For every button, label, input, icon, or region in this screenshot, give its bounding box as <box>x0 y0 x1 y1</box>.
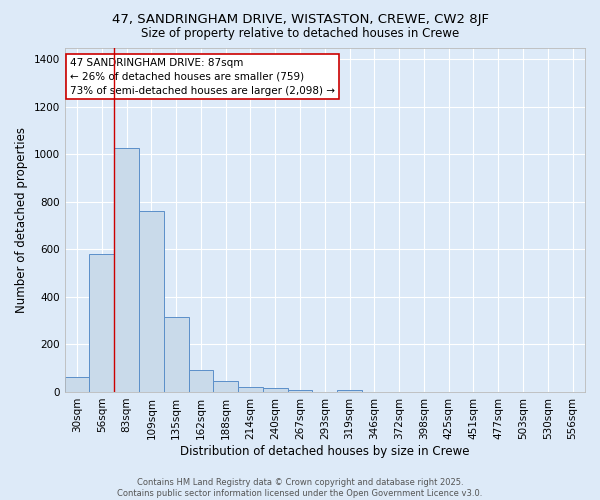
Bar <box>114 148 139 392</box>
Bar <box>337 390 362 392</box>
Bar <box>89 254 114 392</box>
Bar <box>263 388 287 392</box>
X-axis label: Distribution of detached houses by size in Crewe: Distribution of detached houses by size … <box>180 444 470 458</box>
Bar <box>214 382 238 392</box>
Text: Size of property relative to detached houses in Crewe: Size of property relative to detached ho… <box>141 28 459 40</box>
Text: 47 SANDRINGHAM DRIVE: 87sqm
← 26% of detached houses are smaller (759)
73% of se: 47 SANDRINGHAM DRIVE: 87sqm ← 26% of det… <box>70 58 335 96</box>
Bar <box>238 386 263 392</box>
Y-axis label: Number of detached properties: Number of detached properties <box>15 126 28 312</box>
Bar <box>65 376 89 392</box>
Text: 47, SANDRINGHAM DRIVE, WISTASTON, CREWE, CW2 8JF: 47, SANDRINGHAM DRIVE, WISTASTON, CREWE,… <box>112 12 488 26</box>
Bar <box>139 212 164 392</box>
Bar <box>188 370 214 392</box>
Bar <box>164 317 188 392</box>
Text: Contains HM Land Registry data © Crown copyright and database right 2025.
Contai: Contains HM Land Registry data © Crown c… <box>118 478 482 498</box>
Bar <box>287 390 313 392</box>
